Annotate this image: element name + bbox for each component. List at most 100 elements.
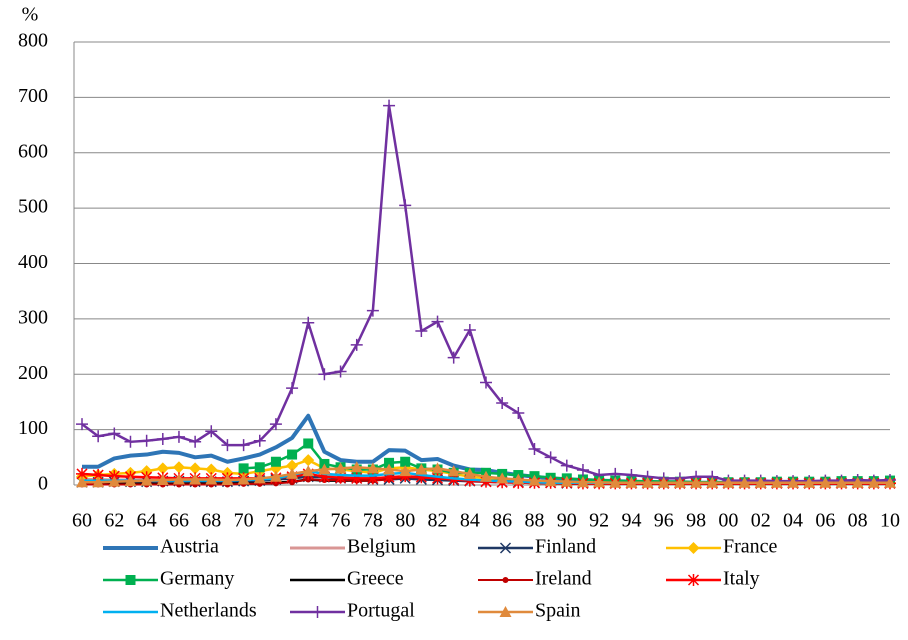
marker	[156, 462, 169, 475]
legend-label: Greece	[347, 568, 404, 590]
x-tick-label: 78	[363, 510, 383, 532]
marker	[399, 199, 412, 212]
x-tick-label: 06	[815, 510, 835, 532]
marker	[560, 459, 573, 472]
marker	[576, 464, 589, 477]
marker	[92, 430, 105, 443]
marker	[867, 476, 880, 488]
legend-label: Belgium	[347, 536, 416, 558]
marker	[140, 434, 153, 447]
marker	[92, 469, 105, 482]
marker	[350, 472, 363, 485]
marker	[463, 323, 476, 336]
marker	[754, 476, 767, 488]
marker	[172, 461, 185, 474]
x-tick-label: 02	[751, 510, 771, 532]
x-tick-label: 86	[492, 510, 512, 532]
marker	[851, 476, 864, 488]
x-tick-label: 88	[524, 510, 544, 532]
marker	[237, 439, 250, 452]
marker	[400, 456, 411, 467]
legend-label: Austria	[160, 536, 219, 558]
marker	[463, 467, 476, 479]
marker	[205, 425, 218, 438]
x-tick-label: 62	[104, 510, 124, 532]
x-tick-label: 92	[589, 510, 609, 532]
y-tick-label: 500	[18, 196, 48, 218]
x-tick-label: 66	[169, 510, 189, 532]
marker	[496, 472, 509, 484]
y-tick-label: 800	[18, 30, 48, 52]
series-line	[81, 104, 891, 483]
marker	[334, 462, 347, 474]
marker	[499, 542, 512, 554]
marker	[544, 475, 557, 487]
marker	[124, 435, 137, 448]
marker	[140, 474, 153, 486]
marker	[350, 461, 363, 473]
y-axis-label: %	[22, 4, 39, 26]
x-tick-label: 60	[72, 510, 92, 532]
marker	[318, 368, 331, 381]
marker	[156, 433, 169, 446]
marker	[690, 476, 703, 488]
marker	[819, 476, 832, 488]
y-tick-label: 0	[38, 473, 48, 495]
marker	[673, 476, 686, 488]
marker	[415, 471, 428, 484]
marker	[76, 418, 88, 431]
marker	[205, 463, 218, 476]
marker	[657, 476, 670, 488]
marker	[528, 474, 541, 486]
marker	[286, 382, 299, 395]
legend-label: Italy	[723, 568, 760, 590]
marker	[528, 443, 541, 456]
marker	[205, 473, 218, 485]
x-tick-label: 84	[460, 510, 480, 532]
marker	[238, 463, 249, 474]
legend-label: Netherlands	[160, 600, 257, 622]
marker	[687, 574, 700, 586]
marker	[270, 456, 281, 467]
x-tick-label: 90	[557, 510, 577, 532]
marker	[366, 304, 379, 317]
marker	[415, 325, 428, 338]
marker	[383, 99, 396, 112]
marker	[722, 476, 735, 488]
marker	[884, 476, 896, 488]
x-tick-label: 00	[718, 510, 738, 532]
marker	[311, 606, 324, 618]
marker	[92, 476, 105, 488]
x-tick-label: 04	[783, 510, 803, 532]
marker	[156, 474, 169, 486]
legend-label: France	[723, 536, 778, 558]
y-tick-label: 300	[18, 306, 48, 328]
marker	[431, 315, 444, 328]
marker	[221, 439, 234, 452]
marker	[609, 476, 622, 488]
marker	[499, 606, 512, 617]
marker	[253, 472, 266, 484]
marker	[172, 430, 185, 443]
marker	[560, 475, 573, 487]
marker	[302, 454, 315, 467]
marker	[172, 473, 185, 485]
marker	[502, 577, 509, 583]
marker	[803, 476, 816, 488]
y-tick-label: 200	[18, 362, 48, 384]
marker	[125, 575, 136, 585]
marker	[576, 476, 589, 488]
marker	[334, 471, 347, 484]
marker	[303, 438, 314, 449]
marker	[334, 365, 347, 378]
marker	[447, 351, 460, 364]
legend-label: Germany	[160, 568, 234, 590]
marker	[480, 376, 492, 389]
marker	[366, 462, 379, 474]
marker	[108, 475, 121, 487]
marker	[189, 473, 202, 485]
legend-label: Ireland	[535, 568, 592, 590]
marker	[383, 463, 396, 475]
y-tick-label: 100	[18, 417, 48, 439]
